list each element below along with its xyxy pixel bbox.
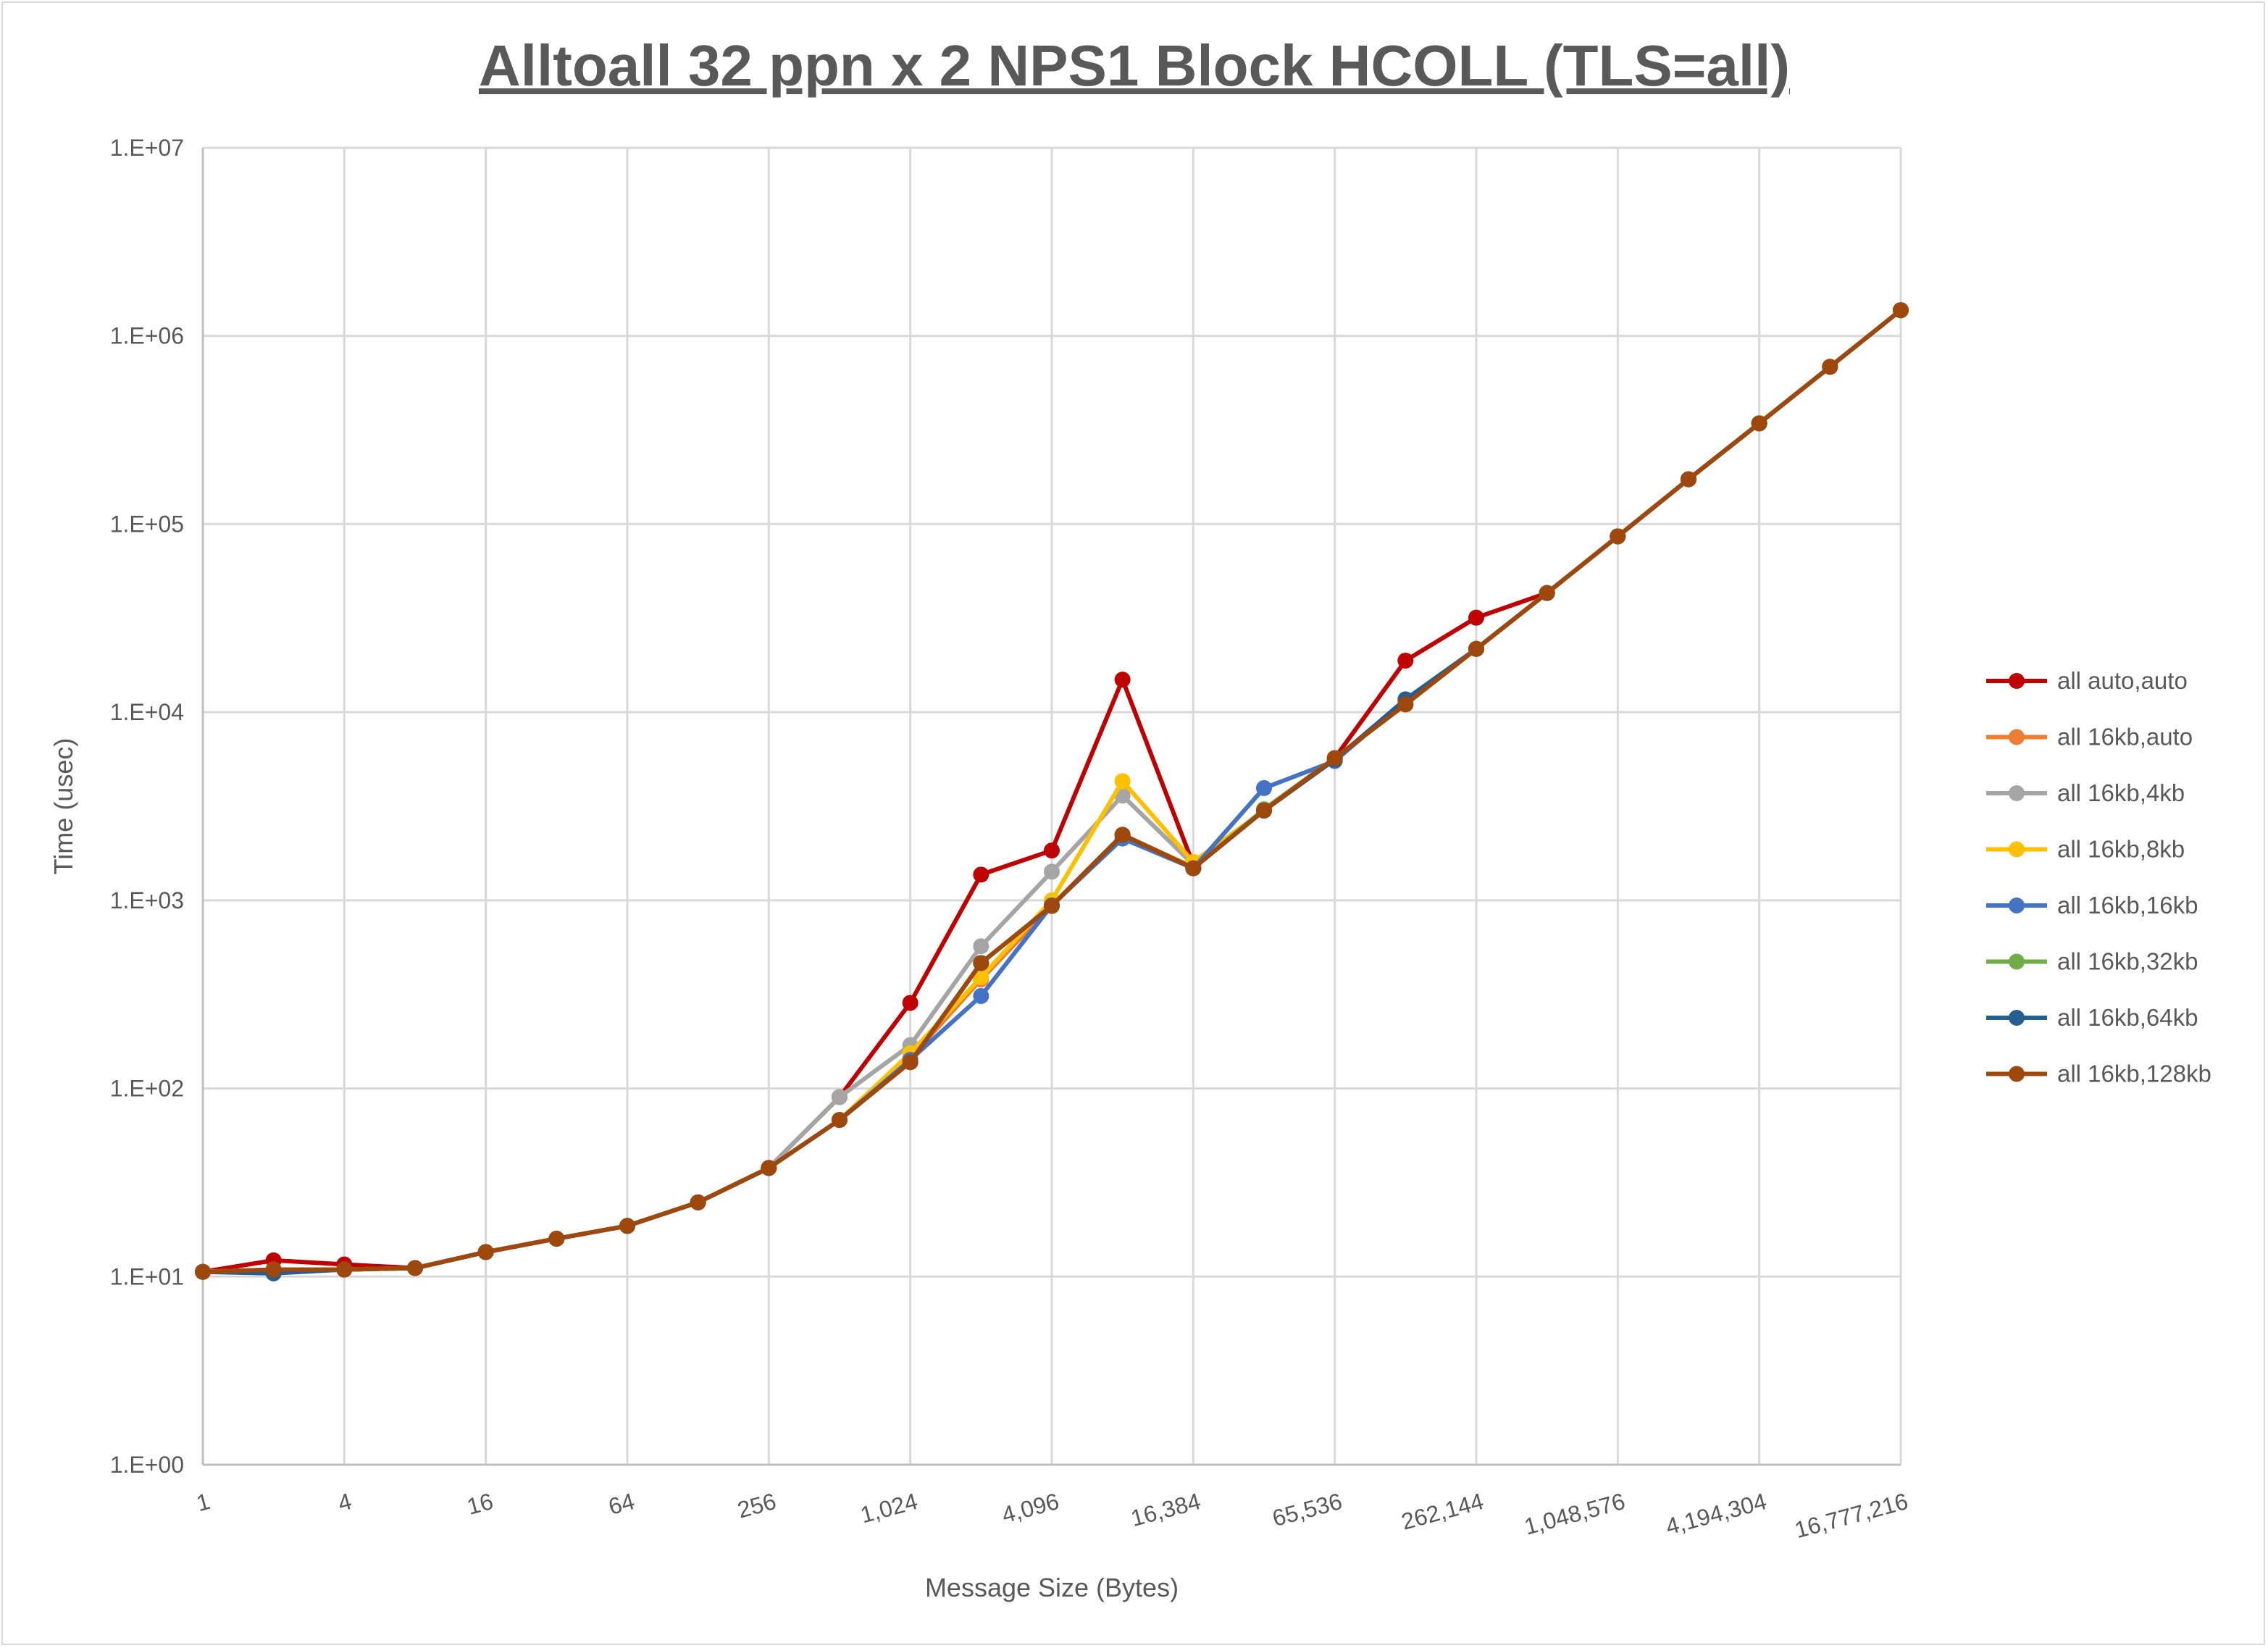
legend-marker bbox=[2009, 673, 2025, 689]
data-point bbox=[1326, 750, 1343, 766]
legend-item: all 16kb,32kb bbox=[1986, 948, 2198, 975]
data-point bbox=[690, 1194, 706, 1210]
data-point bbox=[619, 1218, 635, 1234]
series-group bbox=[195, 302, 1909, 1281]
data-point bbox=[902, 1054, 919, 1071]
data-point bbox=[973, 866, 989, 883]
legend-label: all 16kb,128kb bbox=[2057, 1061, 2211, 1087]
legend-marker bbox=[2009, 953, 2025, 970]
data-point bbox=[1397, 696, 1414, 713]
data-point bbox=[1397, 652, 1414, 669]
x-tick-label: 64 bbox=[606, 1488, 637, 1520]
data-point bbox=[1256, 779, 1272, 796]
legend-label: all 16kb,auto bbox=[2057, 724, 2193, 750]
x-tick-labels: 1 4 16 64 256 1,024 4,096 16,384 65,536 262,144 1,… bbox=[193, 1488, 1911, 1543]
x-tick-label: 4,096 bbox=[999, 1488, 1062, 1528]
legend-marker bbox=[2009, 841, 2025, 858]
y-tick-label: 1.E+07 bbox=[110, 135, 184, 161]
legend-item: all 16kb,128kb bbox=[1986, 1061, 2211, 1087]
data-point bbox=[1114, 672, 1131, 688]
data-point bbox=[973, 938, 989, 955]
legend-item: all 16kb,16kb bbox=[1986, 892, 2198, 919]
legend-label: all 16kb,16kb bbox=[2057, 892, 2198, 919]
y-tick-label: 1.E+04 bbox=[110, 699, 184, 725]
legend-label: all 16kb,32kb bbox=[2057, 948, 2198, 975]
legend-marker bbox=[2009, 1066, 2025, 1082]
data-point bbox=[1681, 471, 1696, 488]
data-point bbox=[832, 1089, 848, 1105]
data-point bbox=[1610, 528, 1626, 545]
data-point bbox=[1468, 640, 1484, 657]
data-point bbox=[761, 1160, 777, 1176]
y-tick-label: 1.E+03 bbox=[110, 887, 184, 913]
y-tick-label: 1.E+02 bbox=[110, 1076, 184, 1102]
legend-marker bbox=[2009, 898, 2025, 913]
data-point bbox=[1044, 898, 1060, 914]
x-tick-label: 65,536 bbox=[1270, 1488, 1345, 1531]
legend-label: all auto,auto bbox=[2057, 667, 2188, 694]
legend-label: all 16kb,4kb bbox=[2057, 779, 2185, 806]
x-tick-label: 16 bbox=[464, 1488, 496, 1520]
legend-label: all 16kb,8kb bbox=[2057, 836, 2185, 863]
x-tick-label: 1,048,576 bbox=[1521, 1488, 1628, 1540]
legend-item: all 16kb,auto bbox=[1986, 724, 2193, 750]
x-tick-label: 1,024 bbox=[858, 1488, 921, 1528]
legend-item: all auto,auto bbox=[1986, 667, 2188, 694]
x-tick-label: 262,144 bbox=[1399, 1488, 1486, 1535]
data-point bbox=[1468, 609, 1484, 626]
data-point bbox=[1751, 415, 1767, 432]
legend-item: all 16kb,8kb bbox=[1986, 836, 2185, 863]
legend: all auto,auto all 16kb,auto all 16kb,4kb al… bbox=[1986, 667, 2211, 1087]
x-tick-label: 16,384 bbox=[1128, 1488, 1203, 1531]
series-all-16kb-128kb bbox=[195, 302, 1909, 1280]
x-axis-label: Message Size (Bytes) bbox=[925, 1573, 1179, 1602]
x-tick-label: 4,194,304 bbox=[1663, 1488, 1770, 1540]
legend-item: all 16kb,64kb bbox=[1986, 1004, 2198, 1031]
data-point bbox=[1539, 585, 1555, 601]
y-tick-label: 1.E+00 bbox=[110, 1452, 184, 1478]
data-point bbox=[902, 995, 919, 1011]
data-point bbox=[1256, 802, 1272, 819]
data-point bbox=[336, 1261, 353, 1278]
legend-marker bbox=[2009, 729, 2025, 745]
data-point bbox=[1114, 773, 1131, 790]
gridlines bbox=[201, 146, 1902, 1466]
x-tick-label: 16,777,216 bbox=[1792, 1488, 1911, 1543]
data-point bbox=[195, 1263, 211, 1280]
data-point bbox=[1893, 302, 1909, 319]
legend-marker bbox=[2009, 785, 2025, 801]
data-point bbox=[407, 1260, 423, 1276]
x-tick-label: 4 bbox=[335, 1488, 355, 1516]
data-point bbox=[1822, 359, 1838, 375]
legend-item: all 16kb,4kb bbox=[1986, 779, 2185, 806]
y-tick-label: 1.E+01 bbox=[110, 1263, 184, 1289]
data-point bbox=[265, 1261, 282, 1278]
y-axis-label: Time (usec) bbox=[49, 738, 78, 875]
data-point bbox=[973, 955, 989, 971]
data-point bbox=[1185, 860, 1202, 877]
y-tick-label: 1.E+06 bbox=[110, 323, 184, 349]
x-tick-label: 256 bbox=[735, 1488, 779, 1523]
data-point bbox=[1044, 863, 1060, 880]
data-point bbox=[1114, 827, 1131, 843]
legend-label: all 16kb,64kb bbox=[2057, 1004, 2198, 1031]
legend-marker bbox=[2009, 1010, 2025, 1026]
x-tick-label: 1 bbox=[193, 1488, 213, 1516]
data-point bbox=[973, 969, 989, 986]
y-tick-label: 1.E+05 bbox=[110, 511, 184, 537]
data-point bbox=[1044, 842, 1060, 859]
chart-title: Alltoall 32 ppn x 2 NPS1 Block HCOLL (TL… bbox=[479, 33, 1790, 98]
data-point bbox=[477, 1244, 494, 1260]
data-point bbox=[548, 1230, 565, 1247]
y-tick-labels: 1.E+00 1.E+01 1.E+02 1.E+03 1.E+04 1.E+05 1.E+… bbox=[110, 135, 184, 1478]
data-point bbox=[973, 987, 989, 1004]
data-point bbox=[832, 1112, 848, 1129]
